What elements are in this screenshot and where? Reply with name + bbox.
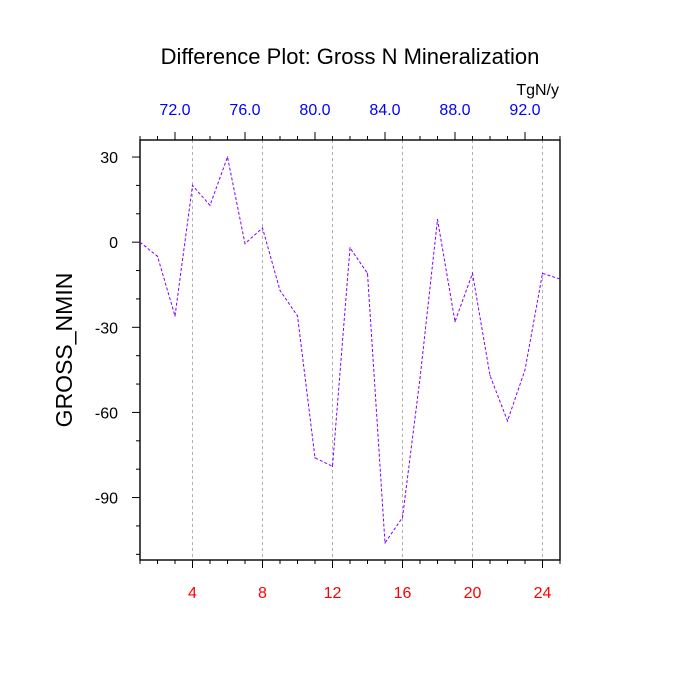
bottom-tick-label: 4 (188, 585, 197, 602)
data-point (261, 227, 264, 229)
data-point (471, 272, 474, 274)
top-tick-label: 80.0 (299, 102, 330, 119)
data-point (331, 465, 334, 467)
data-point (419, 377, 421, 379)
data-point (226, 156, 229, 158)
top-tick-label: 84.0 (369, 102, 400, 119)
data-point (139, 241, 141, 243)
data-point (244, 242, 246, 245)
bottom-tick-label: 20 (464, 585, 482, 602)
top-tick-label: 88.0 (439, 102, 470, 119)
y-tick-label: 30 (100, 150, 118, 167)
data-point (209, 204, 211, 206)
data-point (559, 278, 561, 280)
data-point (296, 315, 299, 317)
y-tick-label: -60 (95, 405, 118, 422)
data-point (524, 369, 526, 371)
y-axis-label: GROSS_NMIN (51, 273, 77, 428)
data-point (384, 542, 386, 544)
series-layer (139, 155, 561, 545)
data-point (366, 272, 369, 274)
bottom-tick-label: 12 (324, 585, 342, 602)
data-point (454, 321, 456, 323)
bottom-tick-label: 24 (534, 585, 552, 602)
data-point (349, 247, 351, 249)
y-tick-label: 0 (109, 235, 118, 252)
data-point (314, 457, 316, 459)
data-point (174, 315, 176, 317)
series-line (139, 155, 561, 545)
y-tick-label: -90 (95, 491, 118, 508)
data-point (541, 272, 544, 274)
data-point (191, 184, 194, 187)
top-tick-label: 76.0 (229, 102, 260, 119)
top-tick-label: 92.0 (509, 102, 540, 119)
bottom-tick-label: 8 (258, 585, 267, 602)
data-point (401, 516, 404, 519)
axis-ticks (132, 132, 561, 568)
data-point (156, 255, 159, 257)
chart-title: Difference Plot: Gross N Mineralization (161, 44, 540, 69)
data-point (279, 289, 281, 292)
data-point (436, 218, 439, 221)
data-point (506, 420, 509, 422)
tick-labels: 4 8 12 16 20 24 72.0 76.0 80.0 84.0 88.0 92.0 30 0 -30… (95, 102, 552, 602)
y-tick-label: -30 (95, 320, 118, 337)
plot-frame (139, 139, 561, 561)
top-tick-label: 72.0 (159, 102, 190, 119)
grid-lines (192, 140, 543, 560)
data-point (489, 374, 491, 377)
bottom-tick-label: 16 (394, 585, 412, 602)
top-axis-unit: TgN/y (516, 82, 559, 99)
